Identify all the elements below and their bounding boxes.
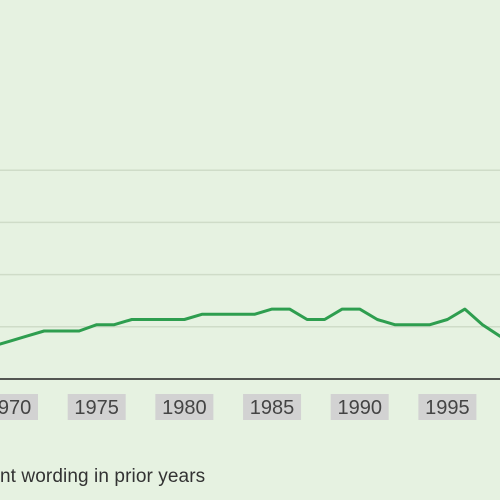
series-line-0 — [0, 307, 500, 346]
x-tick-label-bg-1980 — [155, 394, 214, 420]
x-tick-label-bg-1975 — [67, 394, 126, 420]
x-tick-label-1975: 1975 — [74, 397, 119, 419]
chart-footnote: nt wording in prior years — [0, 466, 206, 487]
x-tick-label-1985: 1985 — [250, 397, 295, 419]
x-tick-label-1970: 1970 — [0, 397, 31, 419]
x-tick-label-bg-1990 — [330, 394, 389, 420]
x-tick-label-bg-1995 — [418, 394, 477, 420]
x-tick-label-1980: 1980 — [162, 397, 207, 419]
x-tick-label-1990: 1990 — [337, 397, 382, 419]
x-tick-label-bg-1970 — [0, 394, 38, 420]
x-tick-label-1995: 1995 — [425, 397, 470, 419]
x-tick-label-bg-1985 — [243, 394, 302, 420]
